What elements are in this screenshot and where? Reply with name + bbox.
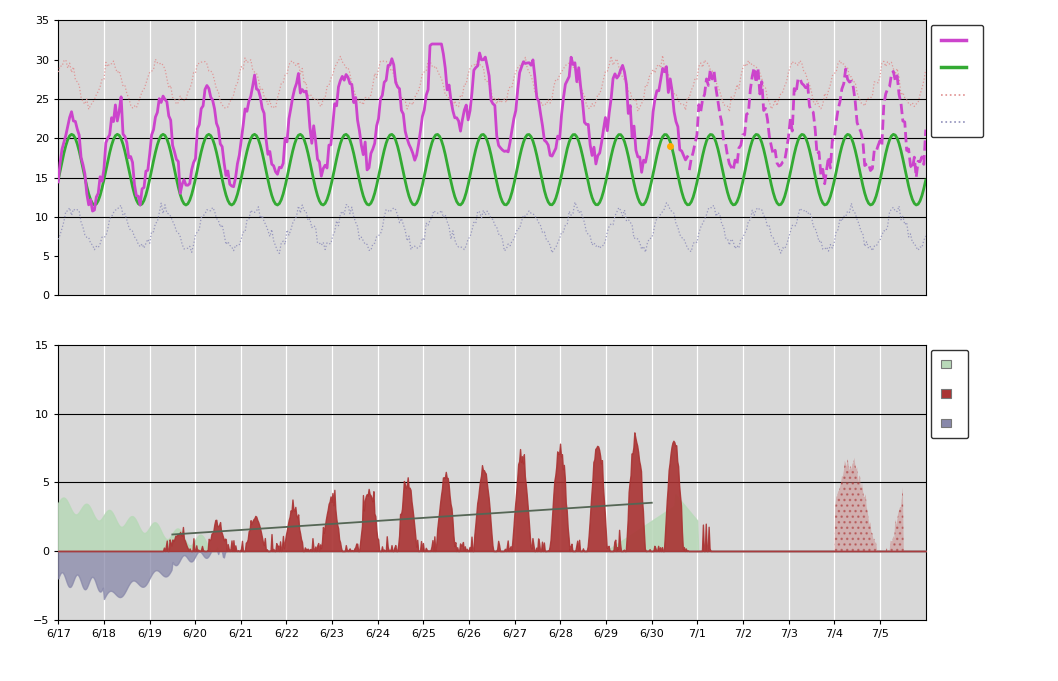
- Legend: , , , : , , ,: [931, 25, 983, 138]
- Legend: , , : , ,: [931, 349, 968, 438]
